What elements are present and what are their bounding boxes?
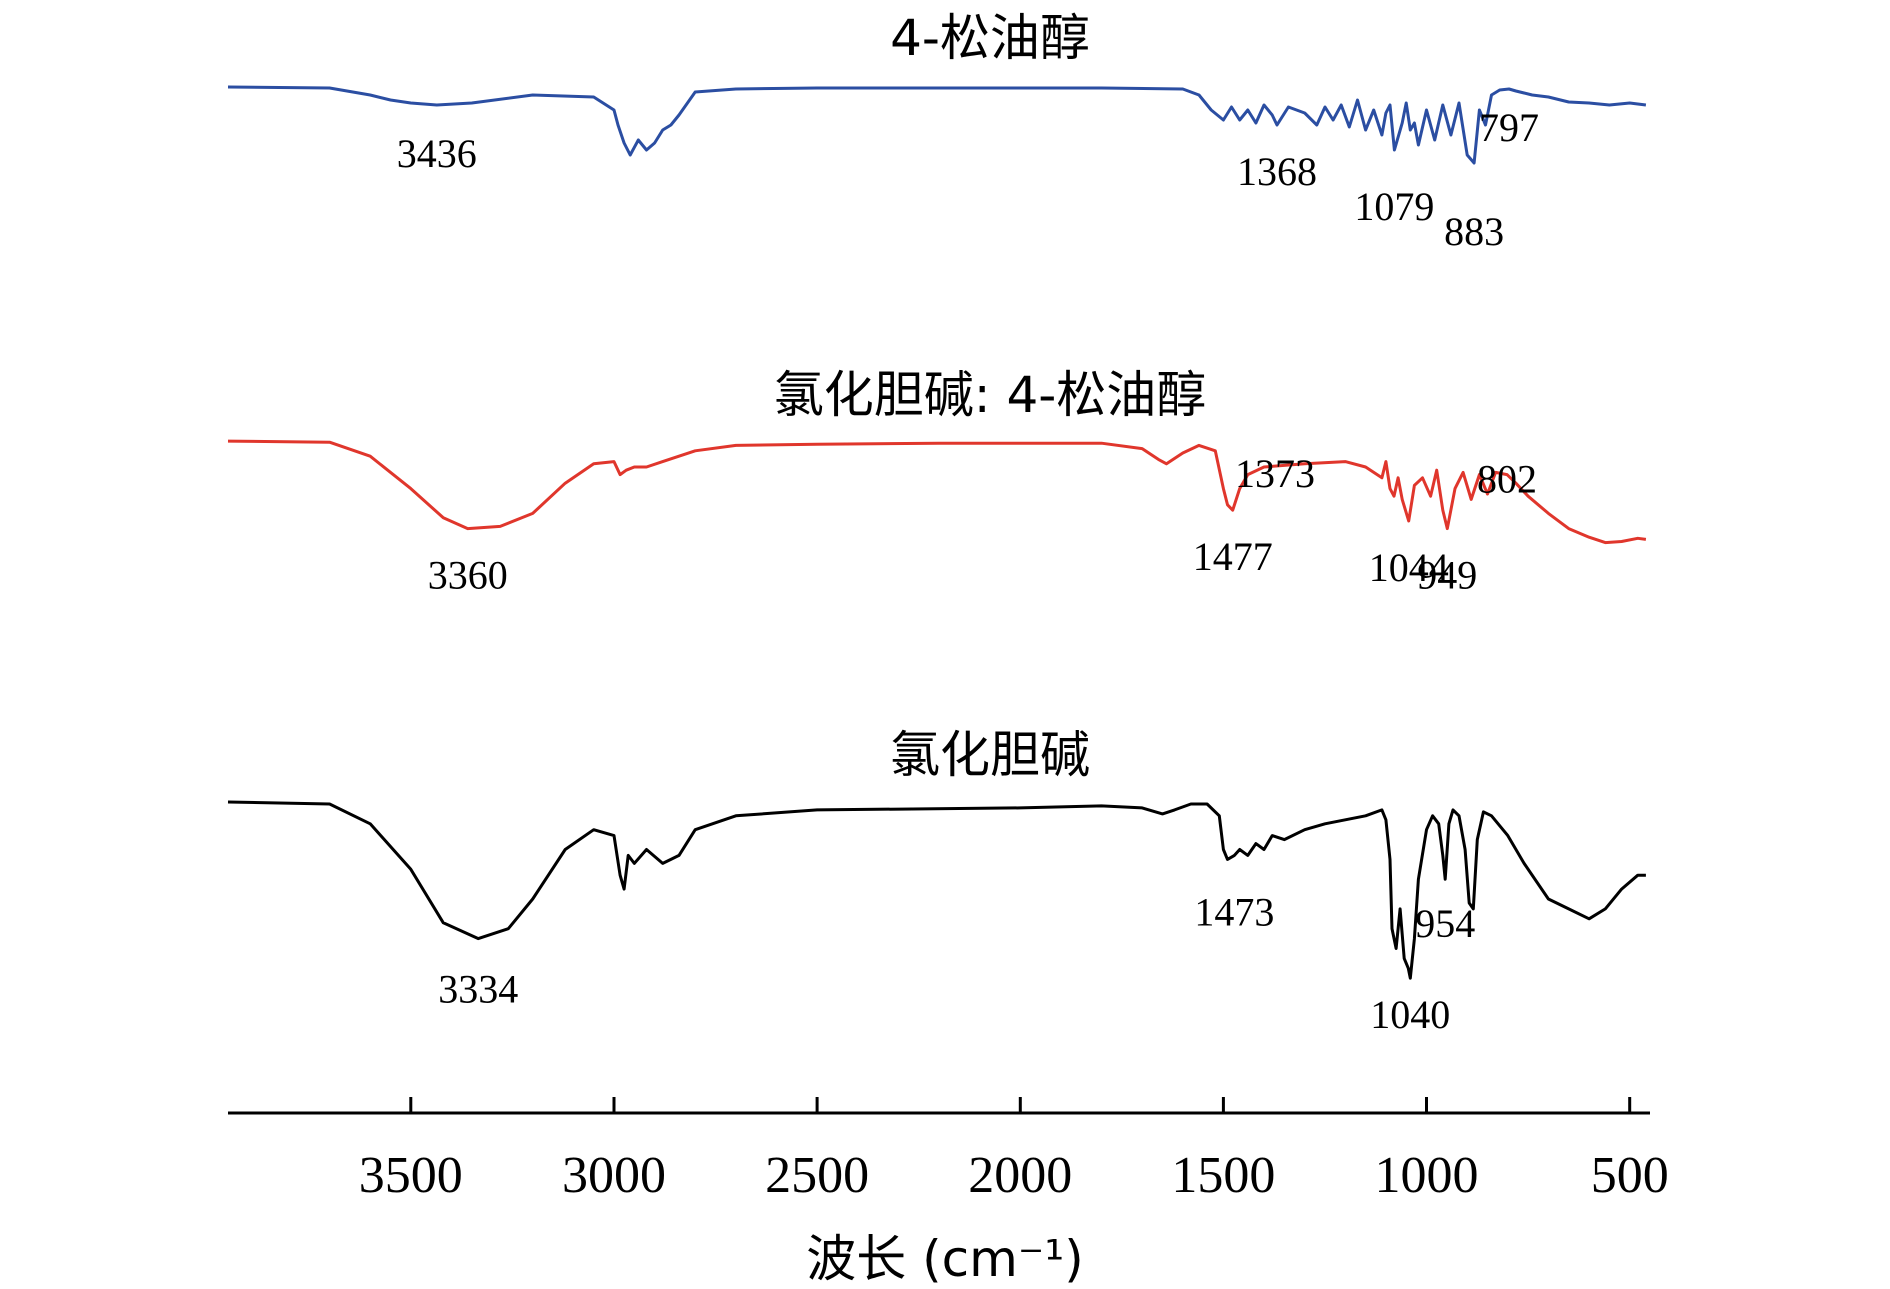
peak-label: 1373 — [1235, 451, 1315, 496]
x-axis-label: 波长 (cm⁻¹) — [806, 1230, 1084, 1288]
peak-label: 883 — [1444, 209, 1504, 254]
x-tick-label: 3000 — [562, 1147, 666, 1204]
series-title: 氯化胆碱 — [890, 726, 1090, 784]
x-tick-label: 2000 — [968, 1147, 1072, 1204]
peak-label: 3436 — [397, 131, 477, 176]
peak-label: 802 — [1477, 457, 1537, 502]
peak-label: 949 — [1417, 553, 1477, 598]
peak-label: 3360 — [428, 553, 508, 598]
series-2: 氯化胆碱 3334 1473 1040 954 — [227, 726, 1646, 1037]
series-title: 氯化胆碱: 4-松油醇 — [774, 366, 1207, 424]
peak-label: 1473 — [1194, 889, 1274, 934]
peak-label: 1040 — [1370, 992, 1450, 1037]
x-tick-label: 3500 — [359, 1147, 463, 1204]
peak-label: 954 — [1415, 901, 1475, 946]
spectrum-line — [227, 800, 1646, 980]
x-tick-label: 1500 — [1171, 1147, 1275, 1204]
peak-label: 1368 — [1237, 149, 1317, 194]
spectrum-line — [227, 439, 1647, 545]
x-axis: 3500 3000 2500 2000 1500 1000 500 — [228, 1097, 1669, 1204]
peak-label: 1477 — [1193, 534, 1273, 579]
peak-label: 1079 — [1354, 184, 1434, 229]
x-tick-label: 2500 — [765, 1147, 869, 1204]
peak-label: 3334 — [438, 967, 518, 1012]
x-tick-label: 1000 — [1375, 1147, 1479, 1204]
spectrum-line — [227, 85, 1647, 165]
peak-label: 797 — [1479, 105, 1539, 150]
peak-label: 1044 — [1369, 545, 1449, 590]
series-title: 4-松油醇 — [890, 9, 1090, 67]
x-tick-label: 500 — [1591, 1147, 1669, 1204]
